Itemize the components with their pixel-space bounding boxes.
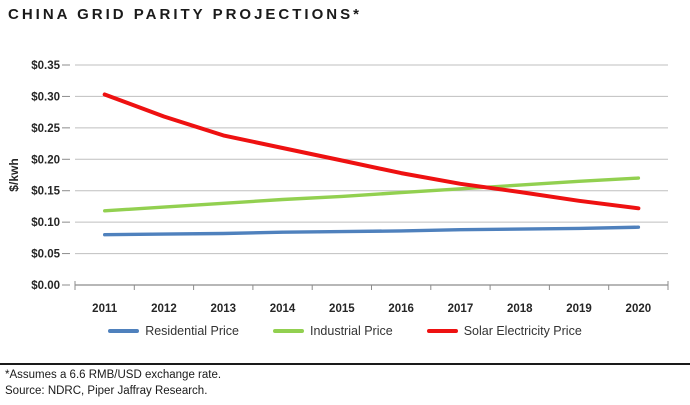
y-tick-label: $0.00 xyxy=(31,280,60,292)
series-line-solar-electricity-price xyxy=(102,92,641,211)
footnote-divider xyxy=(0,363,690,365)
x-tick-label: 2012 xyxy=(151,303,177,315)
y-tick-label: $0.20 xyxy=(31,154,60,166)
x-tick-label: 2011 xyxy=(92,303,118,315)
x-tick-label: 2020 xyxy=(626,303,652,315)
legend-label: Solar Electricity Price xyxy=(463,324,582,338)
legend-line-swatch xyxy=(108,329,140,333)
legend-line-swatch xyxy=(426,329,458,333)
legend-item: Solar Electricity Price xyxy=(426,324,582,338)
y-tick-label: $0.30 xyxy=(31,91,60,103)
y-tick-label: $0.10 xyxy=(31,217,60,229)
y-tick-label: $0.05 xyxy=(31,249,60,261)
series-line-industrial-price xyxy=(102,176,641,213)
legend-item: Residential Price xyxy=(108,324,239,338)
y-tick-label: $0.25 xyxy=(31,123,60,135)
x-tick-label: 2016 xyxy=(388,303,414,315)
y-tick-label: $0.35 xyxy=(31,60,60,72)
y-tick-label: $0.15 xyxy=(31,186,60,198)
legend-item: Industrial Price xyxy=(273,324,393,338)
line-chart: $0.00 $0.05 $0.10 $0.15 $0.20 $0.25 $0.30 $0.35… xyxy=(7,60,669,315)
x-tick-label: 2013 xyxy=(210,303,236,315)
x-tick-label: 2019 xyxy=(566,303,592,315)
page-title: CHINA GRID PARITY PROJECTIONS* xyxy=(8,6,362,23)
x-tick-label: 2015 xyxy=(329,303,355,315)
footnote-source: Source: NDRC, Piper Jaffray Research. xyxy=(5,385,208,397)
x-tick-label: 2014 xyxy=(270,303,296,315)
x-tick-label: 2017 xyxy=(448,303,474,315)
legend-line-swatch xyxy=(273,329,304,333)
legend: Residential Price Industrial Price Solar E… xyxy=(0,324,690,338)
legend-label: Industrial Price xyxy=(310,324,393,338)
series-line-residential-price xyxy=(102,225,641,237)
footnote-note: *Assumes a 6.6 RMB/USD exchange rate. xyxy=(5,369,222,381)
y-axis-title: $/kwh xyxy=(7,158,21,191)
x-tick-label: 2018 xyxy=(507,303,533,315)
legend-label: Residential Price xyxy=(145,324,239,338)
